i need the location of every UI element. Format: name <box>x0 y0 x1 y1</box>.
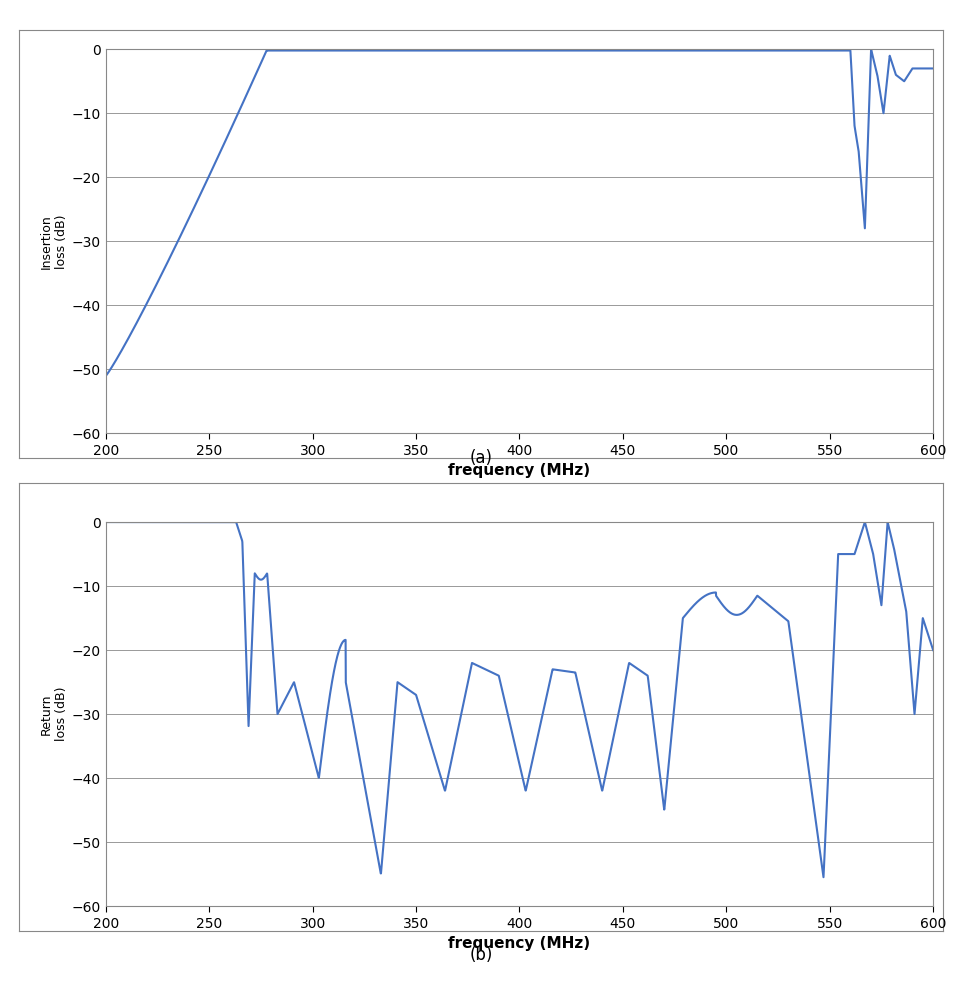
Text: (b): (b) <box>469 947 492 964</box>
Text: (a): (a) <box>469 449 492 467</box>
X-axis label: frequency (MHz): frequency (MHz) <box>448 936 590 952</box>
Y-axis label: Insertion
loss (dB): Insertion loss (dB) <box>39 214 67 269</box>
Y-axis label: Return
loss (dB): Return loss (dB) <box>39 687 67 742</box>
X-axis label: frequency (MHz): frequency (MHz) <box>448 463 590 479</box>
